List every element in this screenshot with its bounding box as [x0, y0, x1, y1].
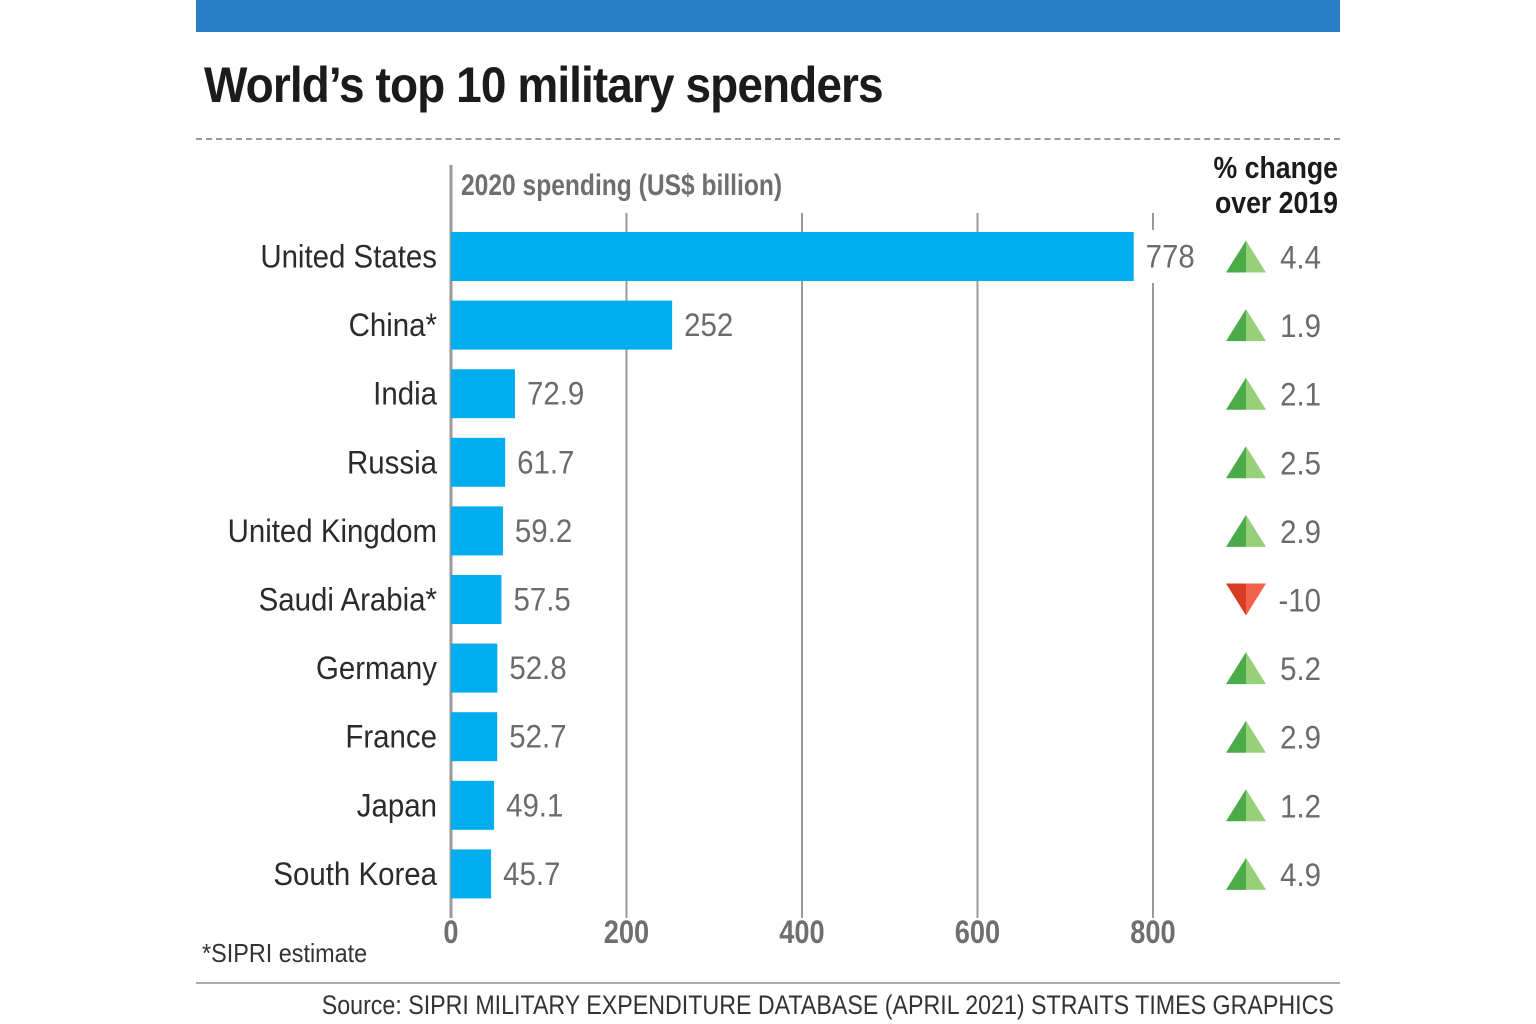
change-header-line-1: % change — [1213, 150, 1338, 185]
up-arrow-icon — [1226, 789, 1246, 822]
x-tick-label: 800 — [1130, 915, 1175, 951]
up-arrow-icon-shade — [1246, 652, 1266, 685]
bar — [451, 780, 495, 830]
pct-change-label: 4.9 — [1280, 857, 1321, 893]
up-arrow-icon — [1226, 652, 1246, 685]
pct-change-label: -10 — [1278, 582, 1321, 618]
x-axis-title: 2020 spending (US$ billion) — [461, 168, 782, 202]
up-arrow-icon-shade — [1246, 789, 1266, 822]
value-label: 778 — [1146, 238, 1195, 274]
value-label: 252 — [684, 307, 733, 343]
bar — [451, 437, 506, 487]
footnote: *SIPRI estimate — [202, 938, 368, 968]
category-label: Japan — [357, 787, 437, 823]
category-label: France — [345, 719, 437, 755]
value-label: 52.8 — [509, 650, 566, 686]
category-label: China* — [349, 307, 437, 343]
pct-change-label: 2.1 — [1280, 377, 1321, 413]
bar — [451, 712, 498, 762]
pct-change-label: 5.2 — [1280, 651, 1321, 687]
up-arrow-icon — [1226, 309, 1246, 342]
bar — [451, 232, 1134, 281]
down-arrow-icon-shade — [1246, 583, 1266, 616]
up-arrow-icon — [1226, 857, 1246, 890]
bar — [451, 849, 492, 899]
category-label: South Korea — [273, 856, 437, 892]
up-arrow-icon-shade — [1246, 309, 1266, 342]
up-arrow-icon — [1226, 514, 1246, 547]
bar — [451, 506, 503, 556]
value-label-bg — [1137, 230, 1214, 283]
up-arrow-icon-shade — [1246, 720, 1266, 753]
up-arrow-icon-shade — [1246, 514, 1266, 547]
bar — [451, 300, 673, 350]
pct-change-label: 1.9 — [1280, 308, 1321, 344]
pct-change-label: 2.5 — [1280, 445, 1321, 481]
bar — [451, 643, 498, 693]
category-label: Russia — [347, 444, 438, 480]
value-label: 61.7 — [517, 444, 574, 480]
source-divider — [196, 982, 1340, 984]
pct-change-label: 4.4 — [1280, 239, 1321, 275]
pct-change-label: 2.9 — [1280, 720, 1321, 756]
value-label: 72.9 — [527, 376, 584, 412]
x-tick-label: 0 — [443, 915, 458, 951]
value-label: 59.2 — [515, 513, 572, 549]
value-label: 45.7 — [503, 856, 560, 892]
up-arrow-icon-shade — [1246, 240, 1266, 273]
up-arrow-icon — [1226, 720, 1246, 753]
category-label: United Kingdom — [228, 513, 437, 549]
up-arrow-icon-shade — [1246, 857, 1266, 890]
x-tick-label: 400 — [779, 915, 824, 951]
category-label: Saudi Arabia* — [259, 581, 437, 617]
bar — [451, 369, 515, 419]
value-label: 57.5 — [513, 581, 570, 617]
category-label: United States — [260, 238, 437, 274]
bar — [451, 575, 502, 624]
category-label: Germany — [316, 650, 438, 686]
title-divider — [196, 138, 1340, 140]
value-label: 49.1 — [506, 787, 563, 823]
change-header: % change over 2019 — [1211, 150, 1338, 220]
up-arrow-icon-shade — [1246, 377, 1266, 410]
down-arrow-icon — [1226, 583, 1246, 616]
up-arrow-icon — [1226, 240, 1246, 273]
x-tick-label: 200 — [604, 915, 649, 951]
up-arrow-icon — [1226, 377, 1246, 410]
source-note: Source: SIPRI MILITARY EXPENDITURE DATAB… — [321, 990, 1334, 1020]
x-tick-label: 600 — [955, 915, 1000, 951]
pct-change-label: 1.2 — [1280, 788, 1321, 824]
up-arrow-icon-shade — [1246, 446, 1266, 479]
chart-title: World’s top 10 military spenders — [204, 57, 884, 113]
top-color-bar — [196, 0, 1340, 32]
pct-change-label: 2.9 — [1280, 514, 1321, 550]
value-label: 52.7 — [509, 719, 566, 755]
category-label: India — [373, 376, 438, 412]
change-header-line-2: over 2019 — [1214, 185, 1338, 220]
up-arrow-icon — [1226, 446, 1246, 479]
